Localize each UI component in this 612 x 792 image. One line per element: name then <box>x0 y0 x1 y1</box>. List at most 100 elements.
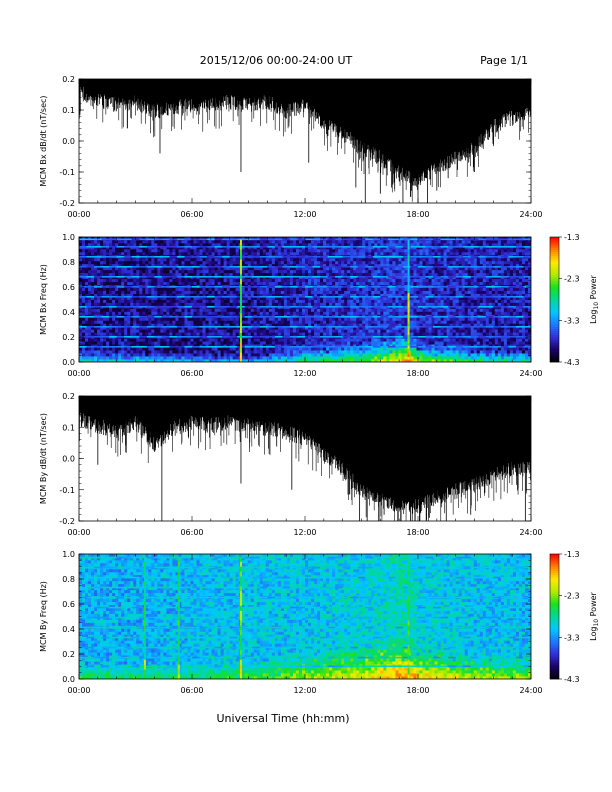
harmonic-line <box>192 316 200 318</box>
colorbar-cell <box>550 249 559 252</box>
harmonic-line <box>440 616 449 619</box>
harmonic-line <box>244 626 253 629</box>
colorbar-cell <box>550 301 559 304</box>
harmonic-line <box>327 276 336 278</box>
harmonic-line <box>79 586 87 589</box>
spectral-feature <box>177 625 180 631</box>
spectral-feature <box>407 249 410 255</box>
harmonic-line <box>478 296 487 298</box>
harmonic-line <box>305 606 313 609</box>
harmonic-line <box>380 238 389 241</box>
spectral-feature <box>407 615 410 621</box>
harmonic-line <box>169 656 178 659</box>
harmonic-line <box>327 556 336 559</box>
harmonic-line <box>372 316 381 318</box>
harmonic-line <box>79 306 87 308</box>
harmonic-line <box>380 336 389 338</box>
harmonic-line <box>289 566 298 569</box>
harmonic-line <box>267 266 276 268</box>
harmonic-line <box>192 586 200 589</box>
harmonic-line <box>109 266 117 268</box>
harmonic-line <box>312 646 321 649</box>
harmonic-line <box>402 606 411 609</box>
harmonic-line <box>312 246 321 248</box>
harmonic-line <box>289 246 298 248</box>
harmonic-line <box>259 238 268 241</box>
harmonic-line <box>410 566 419 569</box>
harmonic-line <box>222 606 230 609</box>
colorbar-cell <box>550 287 559 290</box>
spectral-feature <box>239 268 242 275</box>
harmonic-line <box>402 626 411 629</box>
harmonic-line <box>515 238 524 241</box>
harmonic-line <box>515 306 524 308</box>
harmonic-line <box>94 266 102 268</box>
colorbar-cell <box>550 645 559 649</box>
colorbar-cell <box>550 339 559 342</box>
harmonic-line <box>470 296 479 298</box>
harmonic-line <box>192 606 200 609</box>
spectral-feature <box>407 340 410 344</box>
harmonic-line <box>402 316 411 318</box>
harmonic-line <box>500 596 509 599</box>
harmonic-line <box>410 616 419 619</box>
harmonic-line <box>124 656 133 659</box>
harmonic-line <box>485 656 494 659</box>
harmonic-line <box>244 606 253 609</box>
spectral-feature <box>407 318 410 322</box>
harmonic-line <box>184 586 193 589</box>
harmonic-line <box>184 346 193 348</box>
harmonic-line <box>161 276 170 278</box>
harmonic-line <box>463 326 472 328</box>
y-tick-label: 0.0 <box>62 675 75 684</box>
harmonic-line <box>184 306 193 308</box>
harmonic-line <box>161 256 170 258</box>
harmonic-line <box>463 586 472 589</box>
spectral-feature <box>239 337 242 343</box>
harmonic-line <box>101 646 110 649</box>
harmonic-line <box>169 626 178 629</box>
harmonic-line <box>139 586 148 589</box>
harmonic-line <box>463 286 472 288</box>
spectral-feature <box>239 576 242 582</box>
harmonic-line <box>116 616 125 619</box>
harmonic-line <box>470 586 479 589</box>
spectral-feature <box>407 561 410 567</box>
y-axis-label: MCM Bx Freq (Hz) <box>39 264 48 335</box>
harmonic-line <box>312 306 321 308</box>
harmonic-line <box>222 665 230 668</box>
harmonic-line <box>259 626 268 629</box>
harmonic-line <box>214 306 223 308</box>
harmonic-line <box>350 296 359 298</box>
harmonic-line <box>463 266 472 268</box>
harmonic-line <box>305 556 313 559</box>
harmonic-line <box>244 566 253 569</box>
harmonic-line <box>380 316 389 318</box>
harmonic-line <box>395 665 404 668</box>
harmonic-line <box>395 256 404 258</box>
harmonic-line <box>342 665 351 668</box>
harmonic-line <box>327 606 336 609</box>
harmonic-line <box>252 276 261 278</box>
harmonic-line <box>79 266 87 268</box>
panel-by-spectrogram: 00:00 06:00 12:00 18:00 24:001.00.80.60.40.2… <box>39 550 543 695</box>
harmonic-line <box>274 596 283 599</box>
harmonic-line <box>470 646 479 649</box>
harmonic-line <box>176 346 185 348</box>
harmonic-line <box>192 326 200 328</box>
harmonic-line <box>470 596 479 599</box>
harmonic-line <box>109 238 117 241</box>
spectral-feature <box>239 298 242 304</box>
harmonic-line <box>154 306 163 308</box>
harmonic-line <box>365 296 374 298</box>
spectral-feature <box>407 600 410 606</box>
harmonic-line <box>154 596 163 599</box>
harmonic-line <box>169 246 178 248</box>
colorbar-cell <box>550 591 559 594</box>
harmonic-line <box>493 626 502 629</box>
harmonic-line <box>312 586 321 589</box>
harmonic-line <box>523 646 531 649</box>
harmonic-line <box>146 586 155 589</box>
harmonic-line <box>154 665 163 668</box>
harmonic-line <box>86 296 95 298</box>
